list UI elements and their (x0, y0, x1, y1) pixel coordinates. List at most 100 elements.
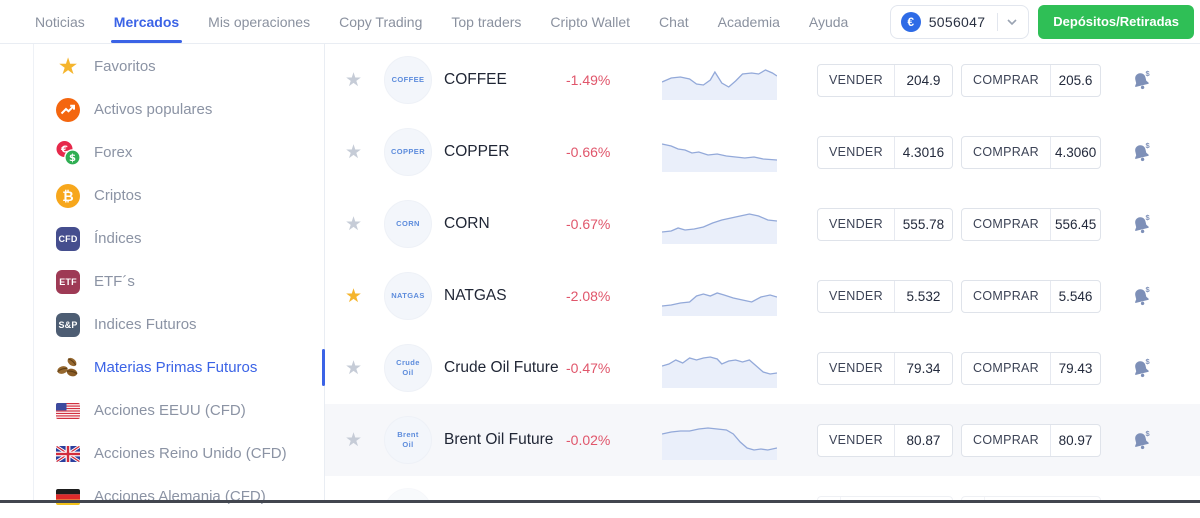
price-alert-bell-icon[interactable]: $ (1131, 285, 1152, 308)
sell-button[interactable]: VENDER 5.532 (817, 279, 953, 313)
favorite-star-icon[interactable]: ★ (345, 213, 363, 235)
deposits-withdrawals-button[interactable]: Depósitos/Retiradas (1038, 4, 1194, 39)
buy-price (984, 496, 1100, 503)
buy-button[interactable]: COMPRAR 4.3060 (961, 135, 1101, 169)
asset-name[interactable]: COPPER (444, 143, 510, 160)
sell-button[interactable]: VENDER 204.9 (817, 63, 953, 97)
sidebar-item-label: Criptos (94, 187, 142, 204)
sidebar-item-activos-populares[interactable]: Activos populares (34, 88, 324, 131)
favorite-star-icon[interactable]: ★ (345, 429, 363, 451)
price-alert-bell-icon[interactable]: $ (1131, 357, 1152, 380)
sell-label: VENDER (829, 73, 883, 87)
bitcoin-icon: ₿ (56, 183, 80, 208)
price-alert-bell-icon[interactable]: $ (1131, 69, 1152, 92)
buy-price: 556.45 (1050, 208, 1100, 240)
nav-item-cripto-wallet[interactable]: Cripto Wallet (550, 13, 631, 30)
sidebar-item-label: Forex (94, 144, 133, 161)
buy-price: 5.546 (1050, 280, 1100, 312)
sidebar-item-etf-s[interactable]: ETF ETF´s (34, 260, 324, 303)
asset-badge: NATGAS (384, 272, 432, 320)
buy-button[interactable]: COMPRAR 205.6 (961, 63, 1101, 97)
price-alert-bell-icon[interactable]: $ (1131, 141, 1152, 164)
asset-name[interactable]: CORN (444, 215, 490, 232)
nav-item-ayuda[interactable]: Ayuda (808, 13, 849, 30)
sidebar-item-indices-futuros[interactable]: S&P Indices Futuros (34, 303, 324, 346)
euro-coin-icon: € (900, 11, 921, 32)
nav-item-mis-operaciones[interactable]: Mis operaciones (208, 13, 311, 30)
account-balance-selector[interactable]: € 5056047 (889, 4, 1030, 39)
asset-row-copper: ★ COPPER COPPER -0.66% VENDER 4.3016 COM… (325, 116, 1200, 188)
nav-item-noticias[interactable]: Noticias (35, 13, 85, 30)
sell-button[interactable] (817, 495, 953, 503)
category-badge-icon: CFD (56, 226, 80, 251)
sell-price: 204.9 (893, 64, 952, 96)
buy-price: 4.3060 (1050, 136, 1100, 168)
coffee-beans-icon (57, 357, 78, 376)
sell-button[interactable]: VENDER 555.78 (817, 207, 953, 241)
asset-name[interactable]: COFFEE (444, 71, 507, 88)
asset-name[interactable]: Brent Oil Future (444, 431, 554, 448)
buy-button[interactable]: COMPRAR 79.43 (961, 351, 1101, 385)
asset-row-natgas: ★ NATGAS NATGAS -2.08% VENDER 5.532 COMP… (325, 260, 1200, 332)
sell-label: VENDER (829, 217, 883, 231)
buy-label: COMPRAR (973, 145, 1039, 159)
sell-button[interactable]: VENDER 4.3016 (817, 135, 953, 169)
sidebar-item-acciones-reino-unido-cfd-[interactable]: Acciones Reino Unido (CFD) (34, 432, 324, 475)
sell-price: 80.87 (893, 424, 952, 456)
account-balance: 5056047 (928, 13, 986, 30)
buy-price: 80.97 (1050, 424, 1100, 456)
asset-row-coffee: ★ COFFEE COFFEE -1.49% VENDER 204.9 COMP… (325, 44, 1200, 116)
asset-badge: CORN (384, 200, 432, 248)
asset-badge: COPPER (384, 128, 432, 176)
sidebar-item-criptos[interactable]: ₿ Criptos (34, 174, 324, 217)
buy-button[interactable]: COMPRAR 80.97 (961, 423, 1101, 457)
asset-list: ★ COFFEE COFFEE -1.49% VENDER 204.9 COMP… (325, 44, 1200, 503)
buy-button[interactable]: COMPRAR 556.45 (961, 207, 1101, 241)
sparkline-chart (661, 276, 778, 316)
uk-flag-icon (56, 445, 80, 462)
main-area: ★ Favoritos Activos populares € $ Forex … (0, 44, 1200, 505)
nav-item-chat[interactable]: Chat (659, 13, 689, 30)
favorite-star-icon[interactable]: ★ (345, 285, 363, 307)
asset-row-partial (325, 476, 1200, 503)
main-nav: Noticias Mercados Mis operaciones Copy Trad… (35, 13, 849, 43)
favorite-star-icon[interactable]: ★ (345, 69, 363, 91)
buy-button[interactable] (961, 495, 1101, 503)
sidebar-item-forex[interactable]: € $ Forex (34, 131, 324, 174)
svg-text:$: $ (69, 153, 76, 164)
price-change-percent: -0.02% (566, 432, 611, 448)
sell-button[interactable]: VENDER 79.34 (817, 351, 953, 385)
svg-text:$: $ (1146, 429, 1151, 438)
asset-name[interactable]: NATGAS (444, 287, 507, 304)
svg-text:$: $ (1146, 69, 1151, 78)
price-alert-bell-icon[interactable]: $ (1131, 213, 1152, 236)
sidebar-item-label: Índices (94, 230, 142, 247)
asset-row-brent-oil-future: ★ Brent Oil Brent Oil Future -0.02% VEND… (325, 404, 1200, 476)
buy-button[interactable]: COMPRAR 5.546 (961, 279, 1101, 313)
sell-label: VENDER (829, 289, 883, 303)
buy-label: COMPRAR (973, 361, 1039, 375)
sell-price: 79.34 (893, 352, 952, 384)
price-alert-bell-icon[interactable]: $ (1131, 429, 1152, 452)
price-change-percent: -0.47% (566, 360, 611, 376)
nav-item-mercados[interactable]: Mercados (110, 13, 183, 43)
favorite-star-icon[interactable]: ★ (345, 141, 363, 163)
sell-button[interactable]: VENDER 80.87 (817, 423, 953, 457)
favorite-star-icon[interactable]: ★ (345, 357, 363, 379)
sidebar-item-icon: CFD (55, 226, 81, 252)
nav-item-academia[interactable]: Academia (717, 13, 780, 30)
sidebar-item-favoritos[interactable]: ★ Favoritos (34, 45, 324, 88)
sidebar-item-índices[interactable]: CFD Índices (34, 217, 324, 260)
nav-item-top-traders[interactable]: Top traders (451, 13, 522, 30)
sidebar-item-acciones-alemania-cfd-[interactable]: Acciones Alemania (CFD) (34, 475, 324, 518)
asset-name[interactable]: Crude Oil Future (444, 359, 559, 376)
sell-label: VENDER (829, 361, 883, 375)
sell-price: 4.3016 (893, 136, 952, 168)
nav-item-copy-trading[interactable]: Copy Trading (339, 13, 423, 30)
price-change-percent: -2.08% (566, 288, 611, 304)
sidebar-item-materias-primas-futuros[interactable]: Materias Primas Futuros (34, 346, 325, 389)
buy-price: 79.43 (1050, 352, 1100, 384)
divider (997, 12, 999, 31)
sidebar-item-acciones-eeuu-cfd-[interactable]: Acciones EEUU (CFD) (34, 389, 324, 432)
sidebar-item-icon: ★ (55, 54, 81, 80)
